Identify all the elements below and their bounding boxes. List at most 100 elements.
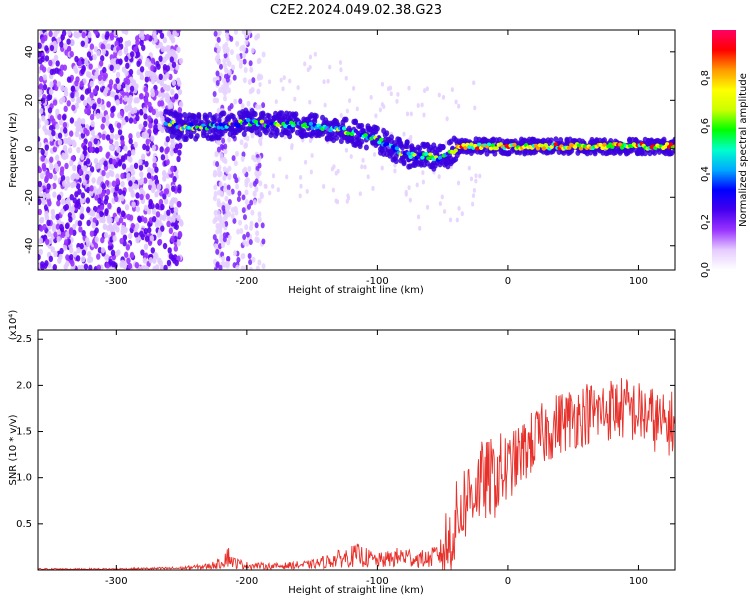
spectrogram-y-tick-label: 40	[24, 45, 35, 58]
heatmap-cell	[415, 182, 419, 188]
heatmap-cell	[120, 139, 125, 146]
heatmap-cell	[155, 60, 160, 68]
heatmap-cell	[53, 174, 58, 181]
heatmap-cell	[246, 203, 251, 210]
heatmap-cell	[161, 170, 167, 177]
heatmap-cell	[138, 123, 143, 130]
heatmap-cell	[90, 129, 95, 136]
heatmap-cell	[178, 101, 184, 108]
heatmap-cell	[242, 214, 247, 221]
heatmap-cell	[535, 146, 541, 151]
heatmap-cell	[72, 223, 77, 231]
heatmap-cell	[40, 155, 45, 162]
heatmap-cell	[92, 205, 98, 213]
heatmap-cell	[78, 168, 83, 176]
heatmap-cell	[45, 170, 50, 177]
heatmap-cell	[236, 55, 241, 62]
heatmap-cell	[150, 65, 155, 72]
heatmap-cell	[70, 205, 75, 213]
heatmap-cell	[226, 189, 231, 196]
heatmap-cell	[76, 146, 81, 154]
heatmap-cell	[74, 79, 79, 87]
spectrogram-y-tick-label: -40	[24, 238, 35, 254]
heatmap-cell	[469, 142, 474, 147]
heatmap-cell	[120, 172, 125, 180]
heatmap-cell	[257, 216, 262, 223]
heatmap-cell	[158, 214, 164, 221]
heatmap-cell	[471, 201, 475, 207]
heatmap-cell	[176, 46, 181, 53]
heatmap-cell	[396, 91, 400, 97]
heatmap-cell	[394, 146, 400, 151]
heatmap-cell	[43, 34, 48, 42]
heatmap-cell	[72, 181, 77, 188]
heatmap-cell	[145, 193, 150, 200]
heatmap-cell	[162, 242, 168, 250]
heatmap-cell	[517, 149, 523, 156]
heatmap-cell	[163, 198, 169, 205]
heatmap-cell	[242, 233, 247, 240]
heatmap-cell	[363, 144, 369, 151]
heatmap-cell	[63, 127, 68, 134]
heatmap-cell	[240, 103, 245, 110]
heatmap-cell	[244, 39, 249, 46]
heatmap-cell	[126, 257, 131, 265]
heatmap-cell	[97, 247, 103, 254]
heatmap-cell	[359, 138, 365, 145]
heatmap-cell	[226, 255, 231, 262]
heatmap-cell	[223, 52, 228, 59]
heatmap-cell	[96, 264, 102, 270]
heatmap-cell	[89, 92, 94, 99]
heatmap-cell	[672, 144, 675, 149]
heatmap-cell	[191, 113, 197, 120]
heatmap-cell	[135, 114, 140, 122]
heatmap-cell	[233, 30, 238, 35]
heatmap-cell	[242, 77, 247, 84]
heatmap-cell	[271, 184, 275, 189]
snr-y-tick-label: 2.5	[16, 334, 32, 345]
heatmap-cell	[123, 77, 128, 85]
heatmap-cell	[418, 225, 422, 231]
heatmap-cell	[386, 86, 391, 92]
heatmap-cell	[86, 219, 91, 227]
heatmap-cell	[222, 43, 227, 50]
heatmap-cell	[223, 147, 228, 154]
heatmap-cell	[93, 157, 99, 165]
heatmap-cell	[257, 211, 262, 218]
snr-y-axis-label: SNR (10 * v/v)	[8, 414, 19, 485]
heatmap-cell	[51, 223, 57, 230]
heatmap-cell	[74, 55, 79, 63]
heatmap-cell	[115, 226, 120, 233]
heatmap-cell	[60, 85, 65, 92]
heatmap-cell	[82, 99, 88, 107]
heatmap-cell	[111, 144, 116, 152]
heatmap-cell	[87, 31, 92, 39]
heatmap-cell	[138, 158, 143, 166]
heatmap-cell	[216, 47, 221, 54]
heatmap-cell	[178, 57, 184, 65]
heatmap-cell	[61, 114, 67, 121]
heatmap-cell	[159, 100, 165, 107]
heatmap-cell	[331, 187, 335, 193]
heatmap-cell	[242, 58, 247, 65]
heatmap-cell	[287, 124, 292, 129]
heatmap-cell	[55, 123, 60, 130]
heatmap-cell	[422, 112, 426, 118]
heatmap-cell	[38, 75, 44, 83]
heatmap-cell	[113, 30, 118, 37]
heatmap-cell	[135, 205, 141, 213]
heatmap-cell	[252, 199, 257, 206]
heatmap-cell	[127, 150, 132, 157]
heatmap-cell	[160, 154, 166, 161]
heatmap-cell	[99, 210, 104, 218]
heatmap-cell	[221, 255, 226, 262]
heatmap-cell	[123, 251, 129, 258]
heatmap-cell	[101, 183, 106, 190]
heatmap-cell	[222, 261, 227, 268]
heatmap-cell	[139, 187, 144, 194]
heatmap-cell	[150, 247, 156, 254]
heatmap-cell	[165, 158, 170, 166]
heatmap-cell	[115, 77, 120, 84]
heatmap-cell	[150, 135, 155, 142]
heatmap-cell	[53, 250, 58, 258]
